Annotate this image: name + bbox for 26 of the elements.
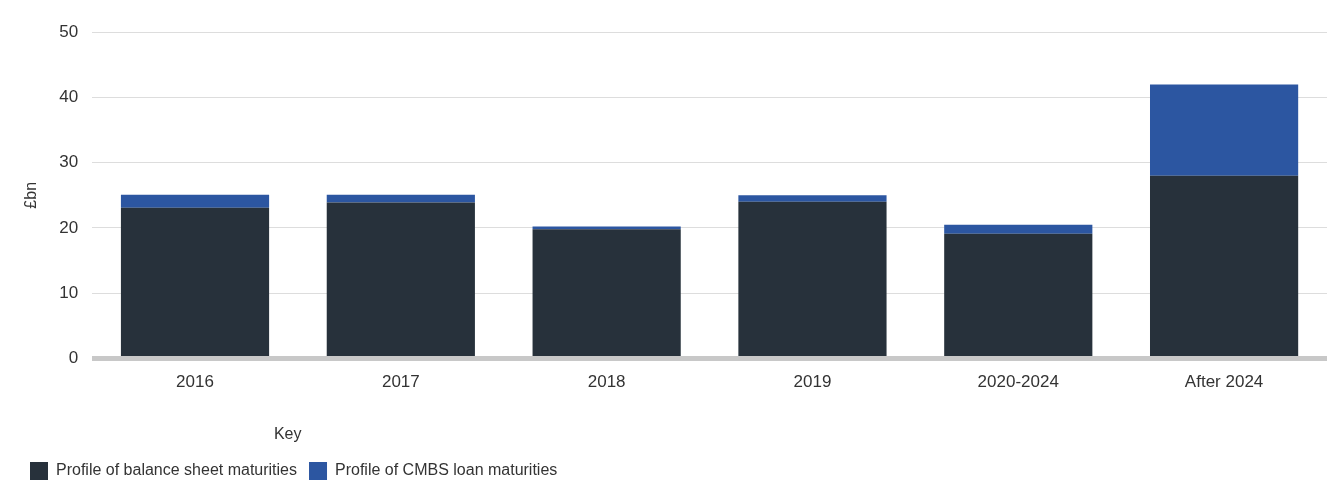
bar bbox=[738, 195, 887, 202]
bar bbox=[1150, 84, 1299, 176]
legend-title: Key bbox=[273, 425, 302, 443]
bar bbox=[944, 233, 1093, 356]
x-tick-label: After 2024 bbox=[1184, 372, 1264, 392]
bar bbox=[1150, 175, 1299, 356]
x-tick-label: 2016 bbox=[176, 372, 214, 392]
x-tick-label: 2019 bbox=[793, 372, 832, 392]
bar bbox=[326, 202, 475, 356]
y-tick-label: 40 bbox=[59, 87, 79, 107]
bar bbox=[532, 229, 681, 356]
legend-label: Profile of balance sheet maturities bbox=[56, 461, 298, 479]
legend-label: Profile of CMBS loan maturities bbox=[335, 461, 558, 479]
y-tick-label: 50 bbox=[59, 21, 79, 41]
y-axis-title: £bn bbox=[22, 181, 40, 209]
y-tick-label: 20 bbox=[59, 217, 79, 237]
bar bbox=[738, 201, 887, 356]
bar bbox=[120, 207, 270, 356]
bar bbox=[944, 224, 1093, 234]
y-tick-label: 30 bbox=[59, 152, 79, 172]
x-tick-label: 2020-2024 bbox=[977, 372, 1059, 392]
bar bbox=[120, 194, 270, 208]
x-tick-label: 2018 bbox=[587, 372, 626, 392]
y-tick-label: 10 bbox=[59, 282, 79, 302]
x-tick-label: 2017 bbox=[381, 372, 420, 392]
y-tick-label: 0 bbox=[68, 348, 79, 368]
